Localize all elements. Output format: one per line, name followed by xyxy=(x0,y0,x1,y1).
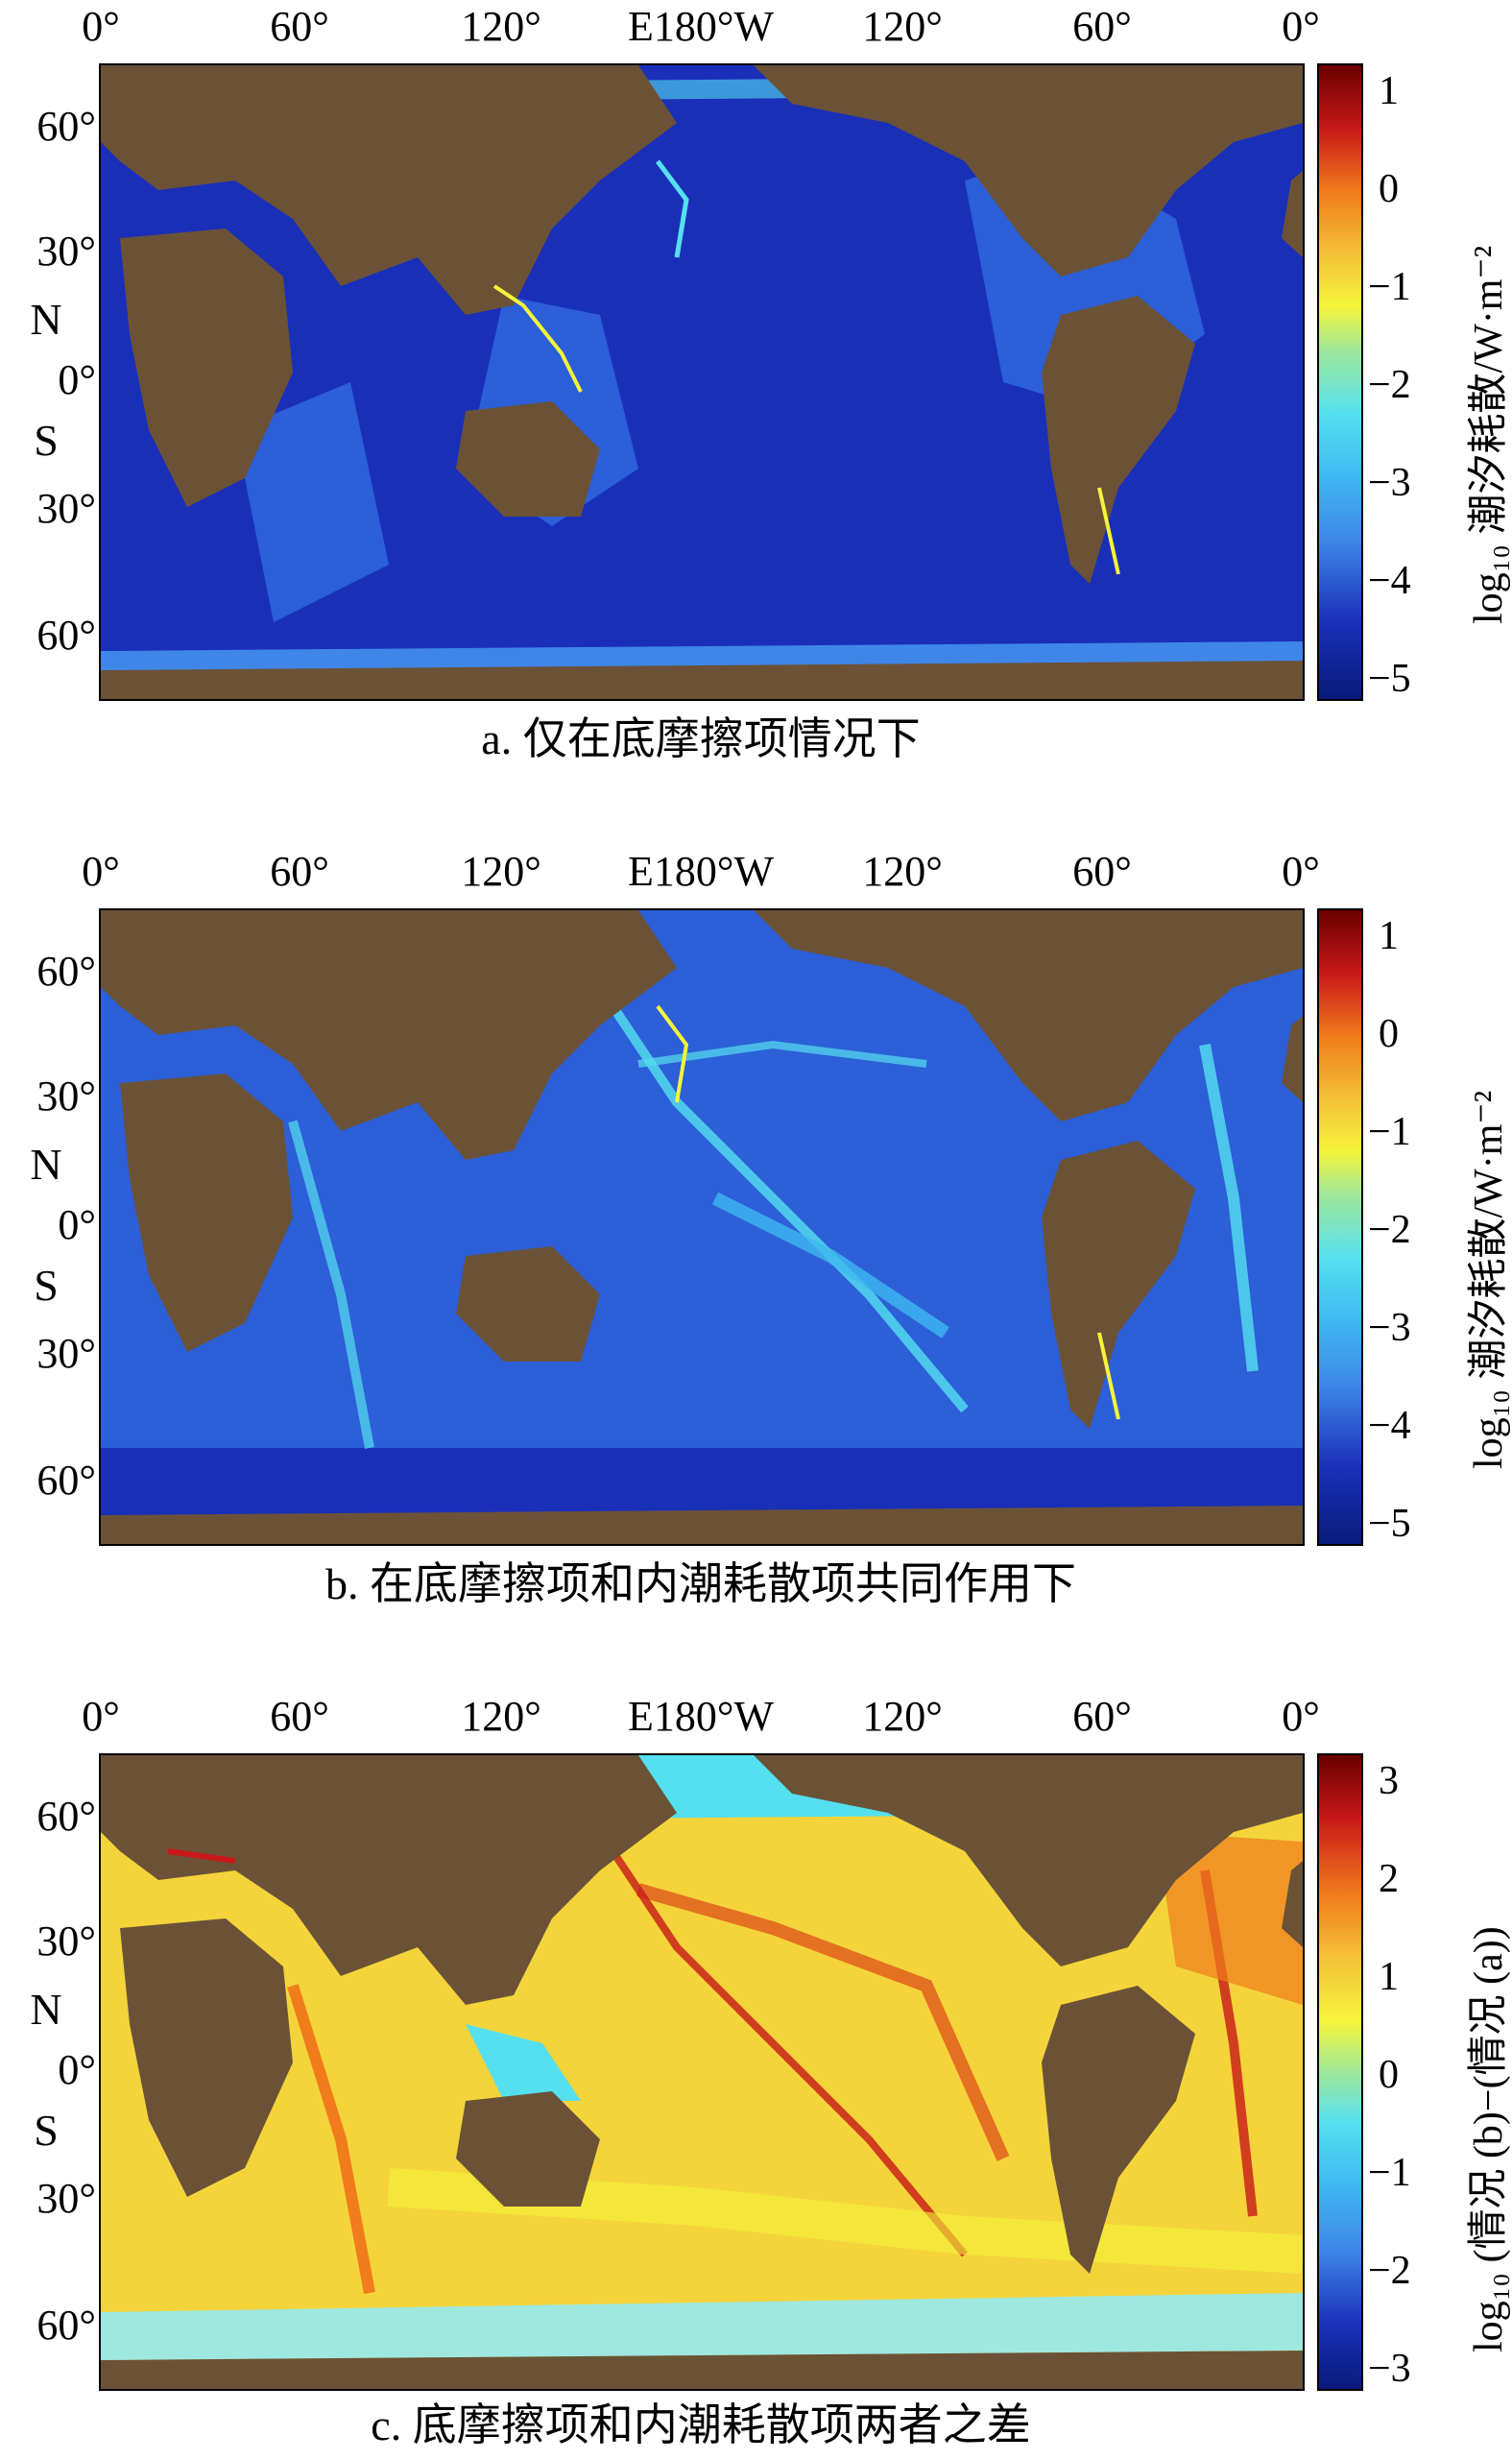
lon-label-0w: 0° xyxy=(1282,1693,1320,1740)
colorbar-a-tick-m3: −3 xyxy=(1368,461,1411,505)
north-label: N xyxy=(30,1985,62,2034)
world-map-a xyxy=(101,65,1303,699)
lon-label-120w: 120° xyxy=(862,1693,943,1740)
lat-label-0: 0° xyxy=(58,1201,96,1248)
world-map-b xyxy=(101,910,1303,1544)
lat-label-30n: 30° xyxy=(36,228,96,275)
lon-label-60w: 60° xyxy=(1072,848,1132,895)
colorbar-c-tick-3: 3 xyxy=(1379,1759,1399,1803)
lon-label-120: 120° xyxy=(461,848,541,895)
dissipation-difference-map xyxy=(99,1753,1305,2391)
world-map-c xyxy=(101,1755,1303,2389)
lat-label-0: 0° xyxy=(58,356,96,403)
colorbar-a xyxy=(1317,63,1363,701)
lon-label-0: 0° xyxy=(82,848,120,895)
colorbar-b-tick-m4: −4 xyxy=(1368,1404,1411,1448)
caption-b: b. 在底摩擦项和内潮耗散项共同作用下 xyxy=(325,1559,1076,1608)
colorbar-c-tick-m1: −1 xyxy=(1368,2151,1411,2195)
colorbar-a-tick-m5: −5 xyxy=(1368,657,1411,701)
lon-label-180: E180°W xyxy=(627,848,775,895)
lon-label-60: 60° xyxy=(270,1693,329,1740)
panel-a: 0° 60° 120° E180°W 120° 60° 0° 60° 30° N… xyxy=(0,0,1512,787)
north-label: N xyxy=(30,1140,62,1189)
south-label: S xyxy=(34,2106,59,2155)
lat-label-0: 0° xyxy=(58,2046,96,2093)
colorbar-c-tick-1: 1 xyxy=(1379,1955,1399,1999)
colorbar-c-tick-0: 0 xyxy=(1379,2053,1399,2097)
lat-label-30n: 30° xyxy=(36,1917,96,1965)
colorbar-c-title: log₁₀ (情况 (b)−(情况 (a)) xyxy=(1467,1926,1511,2352)
colorbar-b-tick-m2: −2 xyxy=(1368,1208,1411,1252)
colorbar-c-tick-m3: −3 xyxy=(1368,2347,1411,2391)
lon-label-120: 120° xyxy=(461,3,541,50)
colorbar-c-tick-m2: −2 xyxy=(1368,2249,1411,2293)
panel-b: 0° 60° 120° E180°W 120° 60° 0° 60° 30° N… xyxy=(0,845,1512,1632)
lat-label-60n: 60° xyxy=(36,103,96,150)
colorbar-a-tick-1: 1 xyxy=(1379,69,1399,113)
colorbar-b-tick-0: 0 xyxy=(1379,1012,1399,1056)
colorbar-b-tick-m1: −1 xyxy=(1368,1110,1411,1154)
lon-label-60w: 60° xyxy=(1072,1693,1132,1740)
lon-label-0w: 0° xyxy=(1282,3,1320,50)
caption-c: c. 底摩擦项和内潮耗散项两者之差 xyxy=(371,2400,1031,2449)
lon-label-180: E180°W xyxy=(627,1693,775,1740)
south-label: S xyxy=(34,1261,59,1310)
colorbar-a-title: log₁₀ 潮汐耗散/W·m⁻² xyxy=(1467,245,1511,624)
lon-label-60w: 60° xyxy=(1072,3,1132,50)
north-label: N xyxy=(30,295,62,344)
lon-label-0: 0° xyxy=(82,1693,120,1740)
colorbar-c-tick-2: 2 xyxy=(1379,1857,1399,1901)
lon-label-120w: 120° xyxy=(862,3,943,50)
colorbar-b-tick-m5: −5 xyxy=(1368,1502,1411,1546)
lat-label-30s: 30° xyxy=(36,1330,96,1377)
colorbar-a-tick-m2: −2 xyxy=(1368,363,1411,407)
lon-label-120w: 120° xyxy=(862,848,943,895)
dissipation-map-a xyxy=(99,63,1305,701)
lat-label-30n: 30° xyxy=(36,1073,96,1120)
lon-label-180: E180°W xyxy=(627,3,775,50)
colorbar-b-tick-m3: −3 xyxy=(1368,1306,1411,1350)
lon-label-0: 0° xyxy=(82,3,120,50)
lat-label-60s: 60° xyxy=(36,2302,96,2349)
colorbar-a-tick-m1: −1 xyxy=(1368,265,1411,309)
colorbar-b-title: log₁₀ 潮汐耗散/W·m⁻² xyxy=(1467,1090,1511,1469)
lat-label-30s: 30° xyxy=(36,2175,96,2222)
lon-label-0w: 0° xyxy=(1282,848,1320,895)
colorbar-a-tick-m4: −4 xyxy=(1368,559,1411,603)
lon-label-120: 120° xyxy=(461,1693,541,1740)
south-label: S xyxy=(34,416,59,465)
lat-label-30s: 30° xyxy=(36,485,96,532)
lat-label-60n: 60° xyxy=(36,948,96,995)
lon-label-60: 60° xyxy=(270,3,329,50)
dissipation-map-b xyxy=(99,908,1305,1546)
caption-a: a. 仅在底摩擦项情况下 xyxy=(481,714,921,763)
lat-label-60s: 60° xyxy=(36,612,96,659)
colorbar-b xyxy=(1317,908,1363,1546)
lat-label-60n: 60° xyxy=(36,1793,96,1840)
colorbar-a-tick-0: 0 xyxy=(1379,167,1399,211)
lat-label-60s: 60° xyxy=(36,1457,96,1504)
colorbar-b-tick-1: 1 xyxy=(1379,914,1399,958)
panel-c: 0° 60° 120° E180°W 120° 60° 0° 60° 30° N… xyxy=(0,1690,1512,2460)
lon-label-60: 60° xyxy=(270,848,329,895)
colorbar-c xyxy=(1317,1753,1363,2391)
